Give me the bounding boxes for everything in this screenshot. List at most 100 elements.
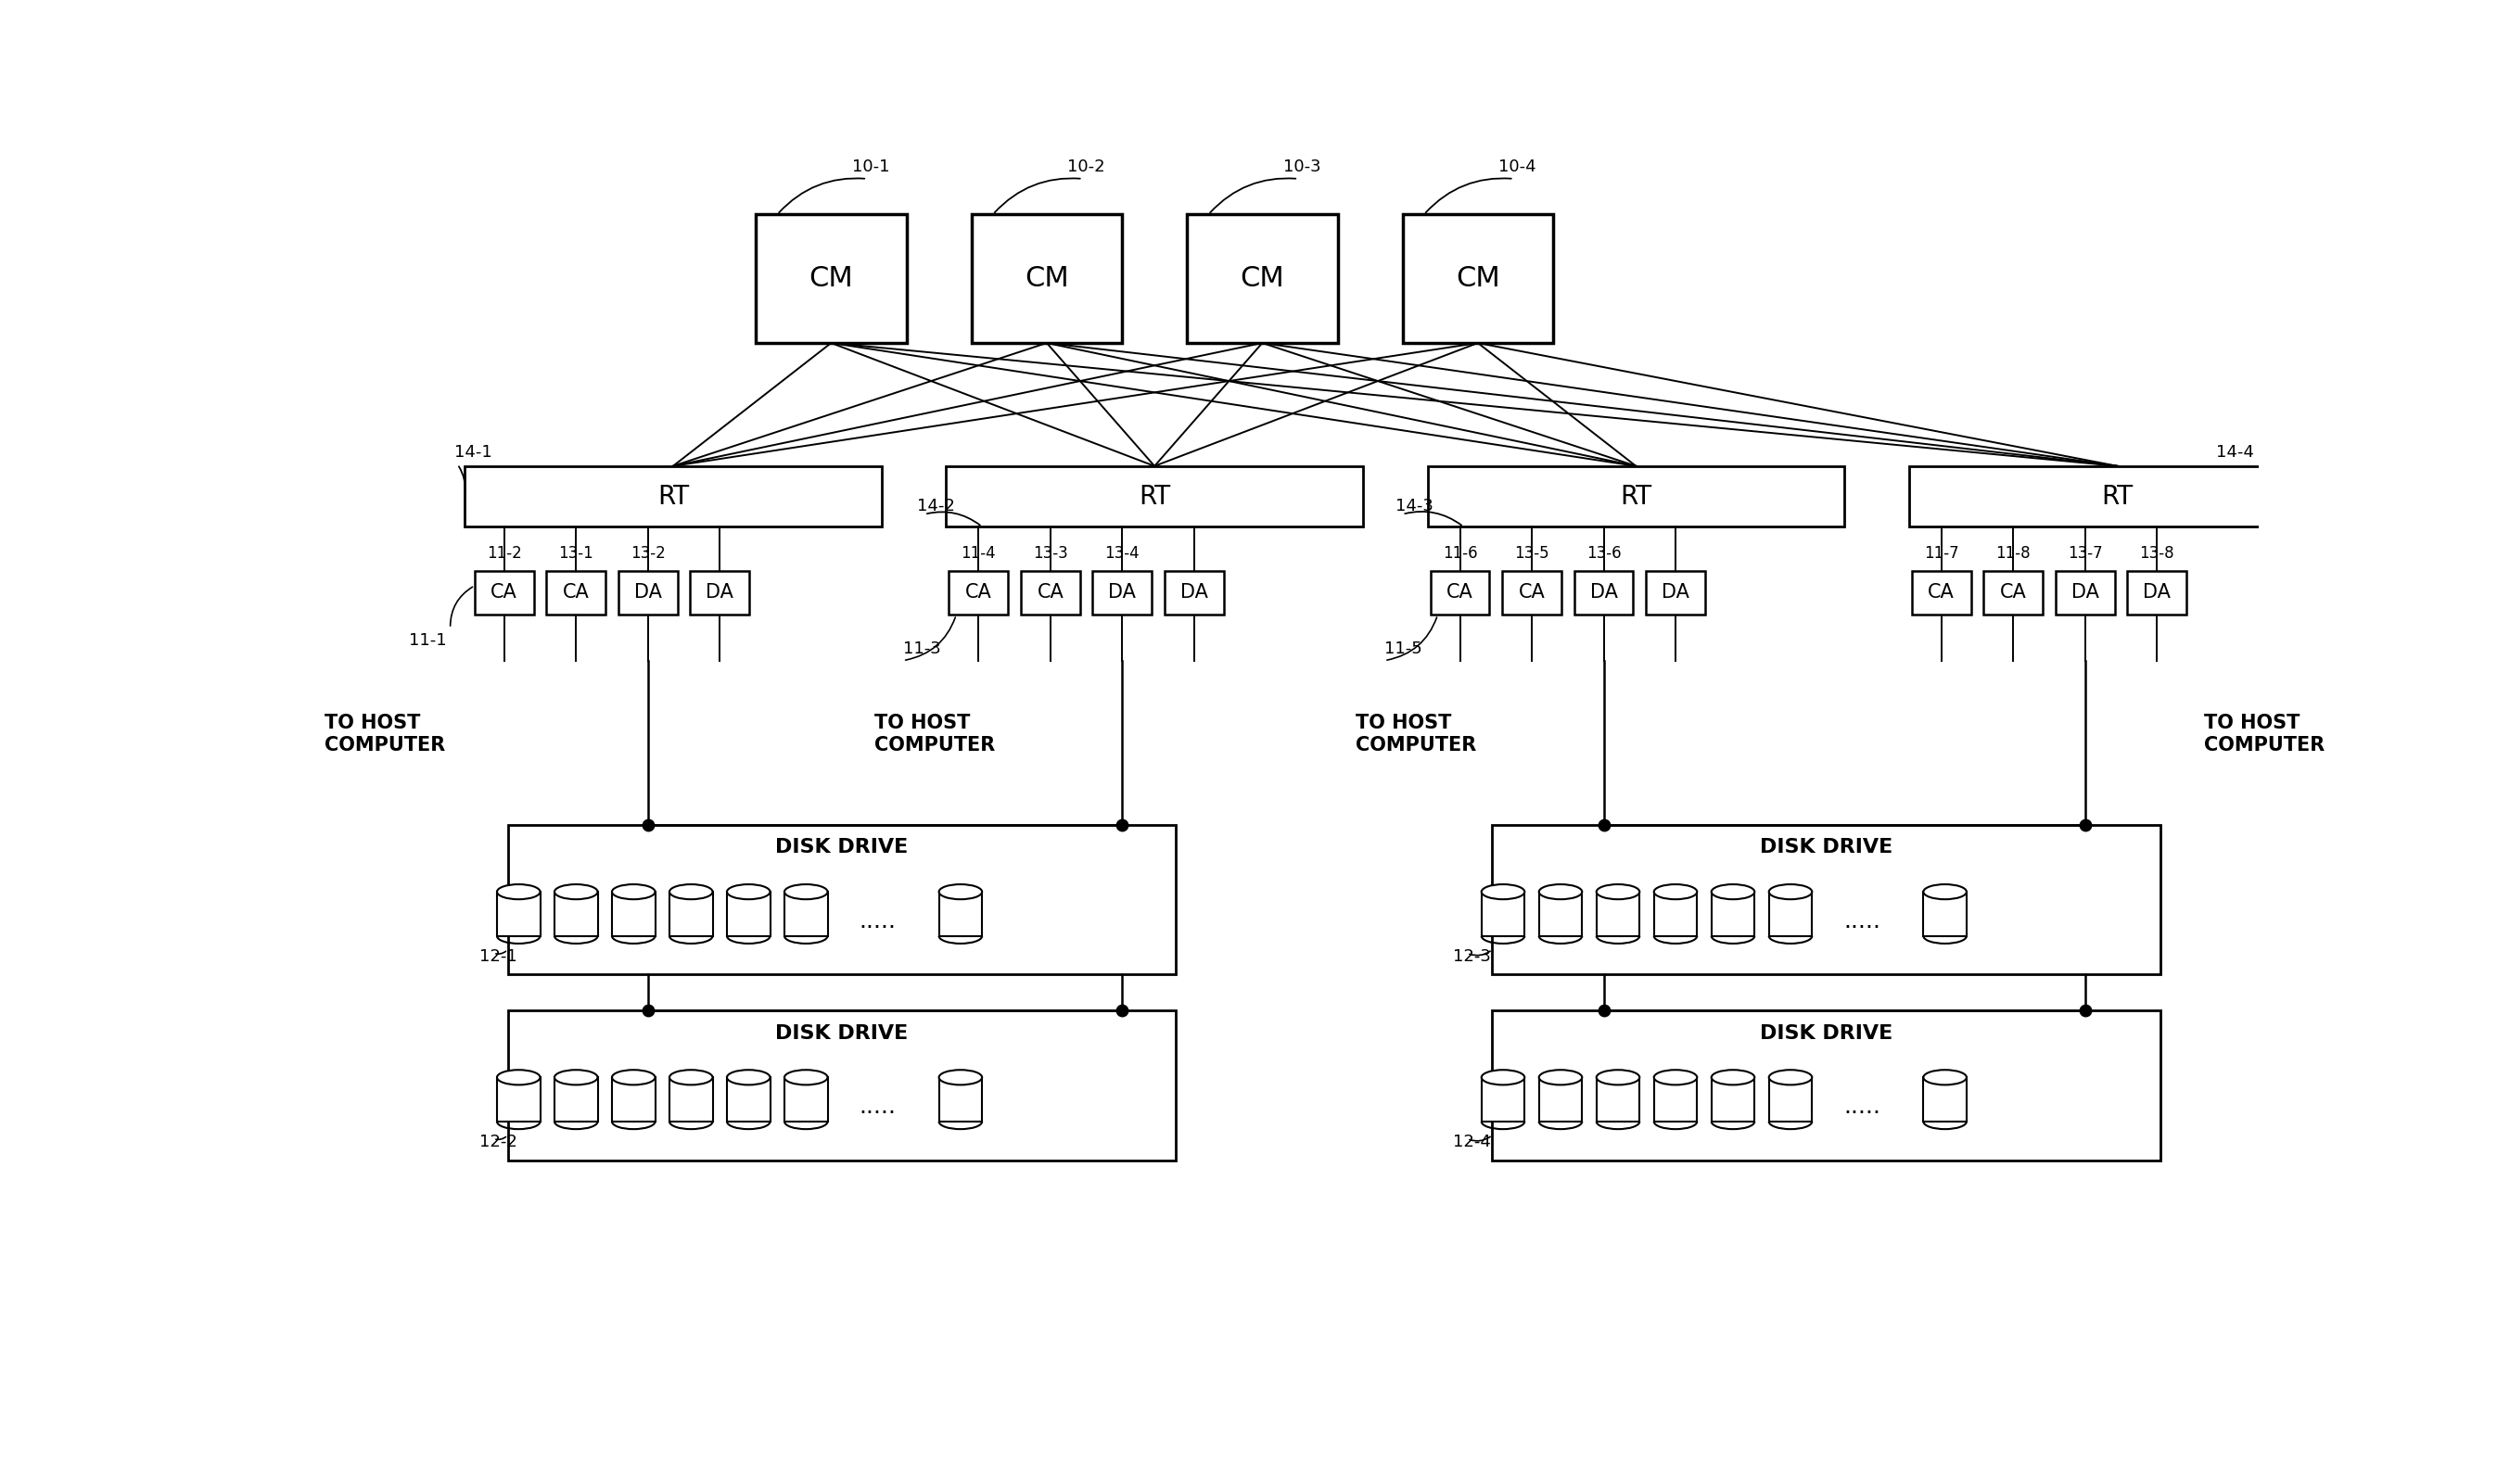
Text: 14-3: 14-3 bbox=[1396, 497, 1433, 515]
Ellipse shape bbox=[670, 1070, 713, 1085]
Bar bbox=[1503, 571, 1561, 614]
Bar bbox=[612, 892, 655, 936]
Bar bbox=[497, 892, 540, 936]
Bar bbox=[507, 1011, 1177, 1160]
Bar bbox=[1165, 571, 1222, 614]
Bar bbox=[1712, 892, 1754, 936]
Text: DA: DA bbox=[1109, 583, 1137, 603]
Ellipse shape bbox=[1539, 1070, 1581, 1085]
Text: 13-2: 13-2 bbox=[630, 546, 665, 562]
Ellipse shape bbox=[497, 884, 540, 899]
Bar bbox=[2056, 571, 2113, 614]
Text: 13-4: 13-4 bbox=[1104, 546, 1140, 562]
Bar bbox=[1493, 1011, 2161, 1160]
Text: 13-8: 13-8 bbox=[2139, 546, 2174, 562]
Ellipse shape bbox=[939, 1070, 981, 1085]
Text: RT: RT bbox=[2101, 484, 2134, 509]
Bar bbox=[949, 571, 1009, 614]
Bar bbox=[1428, 466, 1845, 527]
Text: .....: ..... bbox=[1845, 910, 1880, 932]
Bar bbox=[971, 215, 1122, 343]
Ellipse shape bbox=[1654, 884, 1697, 899]
Ellipse shape bbox=[1923, 884, 1965, 899]
Text: DA: DA bbox=[2071, 583, 2098, 603]
Text: RT: RT bbox=[1619, 484, 1652, 509]
Ellipse shape bbox=[1481, 1070, 1524, 1085]
Text: 12-1: 12-1 bbox=[479, 948, 517, 965]
Bar bbox=[464, 466, 881, 527]
Text: .....: ..... bbox=[1845, 1095, 1880, 1117]
Ellipse shape bbox=[612, 1070, 655, 1085]
Bar bbox=[1187, 215, 1338, 343]
Bar bbox=[728, 892, 771, 936]
Bar bbox=[474, 571, 535, 614]
Text: 11-8: 11-8 bbox=[1995, 546, 2031, 562]
Bar bbox=[507, 825, 1177, 975]
Bar bbox=[555, 1077, 597, 1122]
Text: CM: CM bbox=[1240, 266, 1285, 292]
Ellipse shape bbox=[728, 884, 771, 899]
Ellipse shape bbox=[1596, 884, 1639, 899]
Bar bbox=[617, 571, 678, 614]
Text: 11-7: 11-7 bbox=[1925, 546, 1958, 562]
Bar bbox=[939, 892, 981, 936]
Text: CA: CA bbox=[1037, 583, 1064, 603]
Text: 11-1: 11-1 bbox=[409, 632, 447, 649]
Ellipse shape bbox=[1712, 884, 1754, 899]
Bar bbox=[756, 215, 906, 343]
Bar bbox=[2128, 571, 2186, 614]
Text: RT: RT bbox=[658, 484, 688, 509]
Ellipse shape bbox=[612, 884, 655, 899]
Text: CA: CA bbox=[562, 583, 590, 603]
Bar bbox=[728, 1077, 771, 1122]
Bar bbox=[1654, 1077, 1697, 1122]
Text: CA: CA bbox=[1519, 583, 1546, 603]
Text: 11-6: 11-6 bbox=[1443, 546, 1478, 562]
Bar bbox=[1493, 825, 2161, 975]
Bar bbox=[612, 1077, 655, 1122]
Text: CA: CA bbox=[2000, 583, 2026, 603]
Text: 11-4: 11-4 bbox=[961, 546, 996, 562]
Text: 11-5: 11-5 bbox=[1386, 640, 1423, 657]
Bar bbox=[1770, 892, 1812, 936]
Text: .....: ..... bbox=[858, 1095, 896, 1117]
Text: 10-4: 10-4 bbox=[1498, 159, 1536, 175]
Ellipse shape bbox=[786, 884, 828, 899]
Text: 10-2: 10-2 bbox=[1067, 159, 1104, 175]
Text: DA: DA bbox=[1180, 583, 1207, 603]
Bar bbox=[1923, 1077, 1965, 1122]
Text: .....: ..... bbox=[858, 910, 896, 932]
Ellipse shape bbox=[555, 884, 597, 899]
Bar bbox=[939, 1077, 981, 1122]
Text: CA: CA bbox=[1446, 583, 1473, 603]
Ellipse shape bbox=[1596, 1070, 1639, 1085]
Bar bbox=[786, 892, 828, 936]
Text: 13-7: 13-7 bbox=[2068, 546, 2103, 562]
Bar bbox=[946, 466, 1363, 527]
Text: 13-1: 13-1 bbox=[560, 546, 592, 562]
Text: CA: CA bbox=[492, 583, 517, 603]
Text: 14-1: 14-1 bbox=[454, 444, 492, 460]
Bar bbox=[1596, 892, 1639, 936]
Ellipse shape bbox=[939, 884, 981, 899]
Text: TO HOST
COMPUTER: TO HOST COMPUTER bbox=[1355, 714, 1476, 754]
Text: DA: DA bbox=[1589, 583, 1616, 603]
Text: 11-2: 11-2 bbox=[487, 546, 522, 562]
Ellipse shape bbox=[728, 1070, 771, 1085]
Bar bbox=[1712, 1077, 1754, 1122]
Text: 13-3: 13-3 bbox=[1032, 546, 1067, 562]
Text: CM: CM bbox=[1456, 266, 1501, 292]
Text: 14-2: 14-2 bbox=[916, 497, 956, 515]
Text: 12-4: 12-4 bbox=[1453, 1134, 1491, 1150]
Bar bbox=[1431, 571, 1488, 614]
Bar bbox=[786, 1077, 828, 1122]
Bar bbox=[1654, 892, 1697, 936]
Ellipse shape bbox=[1770, 1070, 1812, 1085]
Bar bbox=[1539, 892, 1581, 936]
Text: 10-1: 10-1 bbox=[851, 159, 889, 175]
Text: TO HOST
COMPUTER: TO HOST COMPUTER bbox=[873, 714, 994, 754]
Text: CA: CA bbox=[1928, 583, 1955, 603]
Text: DA: DA bbox=[1662, 583, 1689, 603]
Bar bbox=[1596, 1077, 1639, 1122]
Text: DA: DA bbox=[705, 583, 733, 603]
